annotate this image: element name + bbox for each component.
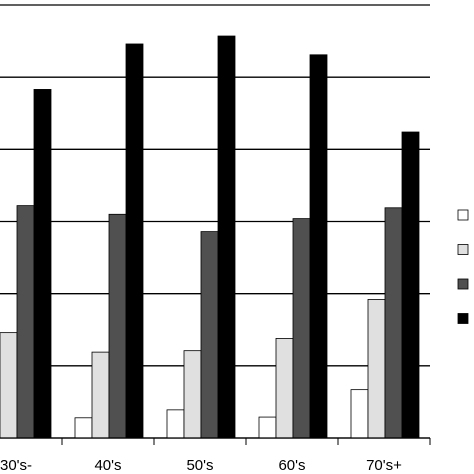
bar	[292, 218, 311, 439]
bar	[33, 89, 52, 439]
bar	[309, 54, 328, 439]
x-tick-label: 50's	[186, 457, 213, 474]
bar	[384, 207, 403, 439]
legend-marker	[457, 278, 469, 290]
bar	[367, 299, 386, 439]
legend-marker	[457, 313, 469, 324]
bar	[350, 389, 369, 439]
legend-marker	[457, 244, 469, 255]
bar	[166, 409, 185, 439]
bar	[74, 417, 93, 439]
bar	[275, 338, 294, 439]
bar	[217, 35, 236, 439]
bar	[258, 416, 277, 439]
bar	[108, 213, 127, 439]
bar	[91, 351, 110, 439]
x-tick-label: 60's	[278, 457, 305, 474]
bar	[401, 131, 420, 439]
bar	[200, 231, 219, 439]
x-tick-label: 30's-	[0, 457, 32, 474]
bar	[0, 332, 18, 439]
x-tick-label: 40's	[94, 457, 121, 474]
bar	[16, 205, 35, 439]
legend-marker	[457, 209, 469, 221]
bar	[183, 350, 202, 439]
x-tick-label: 70's+	[366, 457, 402, 474]
bar	[125, 43, 144, 439]
